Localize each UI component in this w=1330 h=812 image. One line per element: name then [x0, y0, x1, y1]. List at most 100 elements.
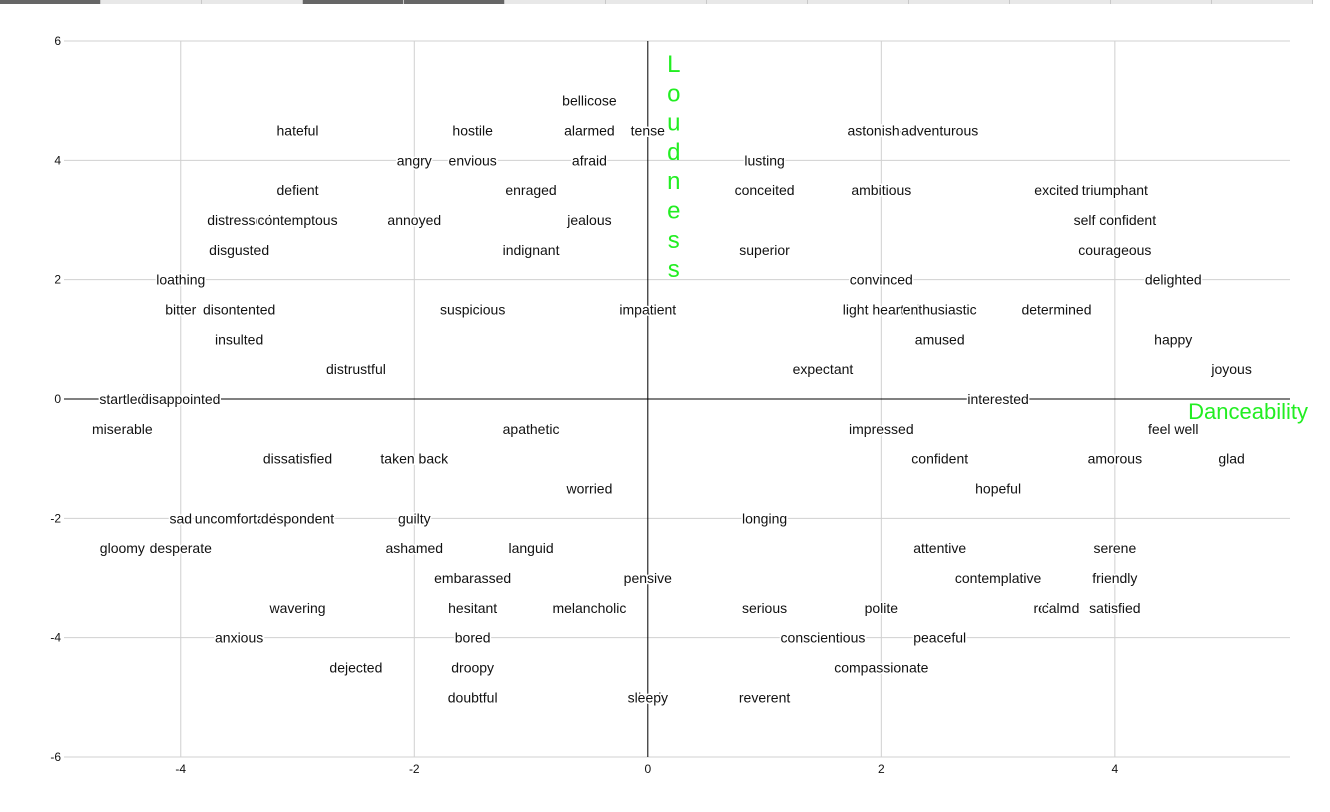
point-label: satisfied: [1089, 600, 1140, 616]
point-label: gloomy: [100, 540, 145, 556]
point-label: compassionate: [834, 660, 928, 676]
point-label: enraged: [505, 182, 556, 198]
point-label: bellicose: [562, 93, 617, 109]
point-label: polite: [865, 600, 899, 616]
point-label: despondent: [261, 510, 334, 526]
point-label: amorous: [1088, 451, 1142, 467]
point-label: melancholic: [552, 600, 626, 616]
point-label: contemplative: [955, 570, 1042, 586]
y-tick-label: 6: [54, 34, 61, 48]
point-label: hesitant: [448, 600, 497, 616]
point-label: calm: [1042, 600, 1072, 616]
tab-8[interactable]: [707, 0, 808, 4]
tab-10[interactable]: [909, 0, 1010, 4]
tab-9[interactable]: [808, 0, 909, 4]
tab-1[interactable]: [0, 0, 101, 4]
point-label: conceited: [735, 182, 795, 198]
y-axis-title-letter: u: [667, 110, 680, 137]
point-label: self confident: [1074, 212, 1157, 228]
point-label: friendly: [1092, 570, 1137, 586]
point-label: insulted: [215, 331, 263, 347]
point-label: courageous: [1078, 242, 1151, 258]
tab-5[interactable]: [404, 0, 505, 4]
axes: [64, 41, 1290, 757]
point-label: longing: [742, 510, 787, 526]
point-label: glad: [1218, 451, 1244, 467]
point-label: jealous: [566, 212, 611, 228]
point-label: expectant: [793, 361, 854, 377]
y-axis-title-letter: s: [668, 227, 680, 254]
point-label: afraid: [572, 152, 607, 168]
point-label: reverent: [739, 689, 790, 705]
grid-lines: [64, 40, 1290, 758]
point-label: joyous: [1210, 361, 1251, 377]
point-label: triumphant: [1082, 182, 1148, 198]
point-label: worried: [565, 481, 612, 497]
point-label: dissatisfied: [263, 451, 332, 467]
point-label: envious: [449, 152, 497, 168]
point-label: disontented: [203, 302, 275, 318]
y-axis-title-letter: s: [668, 256, 680, 283]
point-label: confident: [911, 451, 968, 467]
point-label: distrustful: [326, 361, 386, 377]
x-axis-title: Danceability: [1188, 399, 1308, 424]
point-label: uncomfortable: [195, 510, 284, 526]
point-label: sleepy: [628, 689, 668, 705]
point-label: doubtful: [448, 689, 498, 705]
x-tick-label: -2: [409, 762, 420, 776]
point-label: delighted: [1145, 272, 1202, 288]
point-label: suspicious: [440, 302, 505, 318]
tab-11[interactable]: [1010, 0, 1111, 4]
point-label: startled: [99, 391, 145, 407]
point-label: taken back: [380, 451, 449, 467]
point-label: amused: [915, 331, 965, 347]
point-label: happy: [1154, 331, 1192, 347]
point-label: guilty: [398, 510, 431, 526]
point-label: droopy: [451, 660, 494, 676]
point-label: hostile: [452, 123, 493, 139]
tab-4[interactable]: [303, 0, 404, 4]
tab-6[interactable]: [505, 0, 606, 4]
tab-2[interactable]: [101, 0, 202, 4]
point-label: relaxed: [1034, 600, 1080, 616]
point-label: sad: [169, 510, 192, 526]
point-label: defient: [277, 182, 319, 198]
point-label: adventurous: [901, 123, 978, 139]
point-label: indignant: [503, 242, 560, 258]
y-axis-title-letter: d: [667, 139, 680, 166]
point-label: tense: [631, 123, 665, 139]
x-tick-label: 4: [1112, 762, 1119, 776]
point-label: feel well: [1148, 421, 1199, 437]
point-label: enthusiastic: [903, 302, 977, 318]
tab-3[interactable]: [202, 0, 303, 4]
tab-12[interactable]: [1111, 0, 1212, 4]
point-label: conscientious: [781, 630, 866, 646]
point-label: annoyed: [387, 212, 441, 228]
y-tick-label: 4: [54, 153, 61, 167]
point-label: embarassed: [434, 570, 511, 586]
y-tick-label: 2: [54, 273, 61, 287]
point-label: disappointed: [141, 391, 220, 407]
y-tick-label: 0: [54, 392, 61, 406]
point-label: light hearted: [843, 302, 920, 318]
tab-7[interactable]: [606, 0, 707, 4]
point-label: serene: [1093, 540, 1136, 556]
point-label: impressed: [849, 421, 914, 437]
point-label: hateful: [277, 123, 319, 139]
y-tick-label: -6: [50, 750, 61, 764]
tab-13[interactable]: [1212, 0, 1313, 4]
point-label: desperate: [150, 540, 212, 556]
x-tick-label: 0: [644, 762, 651, 776]
point-label: alarmed: [564, 123, 615, 139]
point-label: miserable: [92, 421, 153, 437]
point-label: loathing: [156, 272, 205, 288]
point-label: disgusted: [209, 242, 269, 258]
point-label: serious: [742, 600, 787, 616]
point-label: bored: [455, 630, 491, 646]
point-label: astonished: [847, 123, 915, 139]
point-label: ashamed: [385, 540, 443, 556]
y-tick-label: -2: [50, 511, 61, 525]
point-label: distressed: [207, 212, 271, 228]
point-label: tired: [634, 689, 661, 705]
